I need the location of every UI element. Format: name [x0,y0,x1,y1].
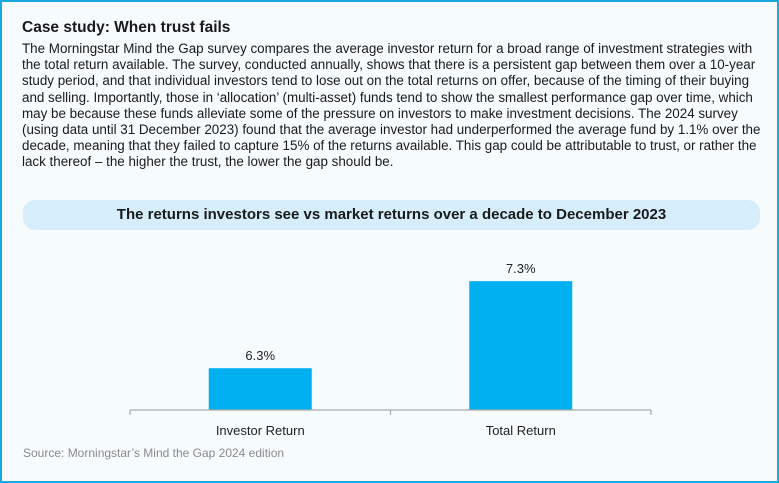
heading: Case study: When trust fails [22,19,231,36]
data-label: 6.3% [245,348,275,363]
bar [469,281,573,410]
bar [208,368,312,410]
category-label: Investor Return [216,423,305,438]
category-label: Total Return [486,423,556,438]
body-text: The Morningstar Mind the Gap survey comp… [22,41,761,170]
source-note: Source: Morningstar’s Mind the Gap 2024 … [23,446,285,460]
chart-title: The returns investors see vs market retu… [23,200,760,230]
data-label: 7.3% [506,261,536,276]
